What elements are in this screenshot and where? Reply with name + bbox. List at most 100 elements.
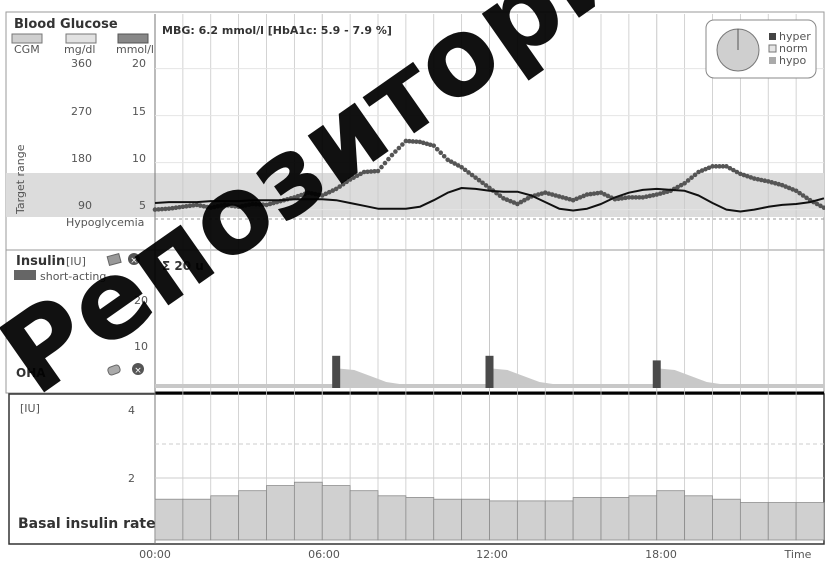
bg-point bbox=[501, 196, 506, 201]
bg-point bbox=[675, 184, 680, 190]
bg-point bbox=[814, 201, 820, 207]
basal-bar bbox=[544, 500, 574, 541]
bolus-bar bbox=[652, 360, 661, 388]
bg-point bbox=[365, 169, 370, 175]
bg-point bbox=[741, 172, 747, 178]
bg-point bbox=[689, 175, 694, 180]
bg-point bbox=[389, 152, 395, 158]
bg-point bbox=[438, 150, 444, 156]
bg-point bbox=[372, 168, 377, 174]
bg-point bbox=[166, 206, 172, 211]
bg-point bbox=[414, 139, 419, 144]
bg-point bbox=[518, 199, 524, 205]
bg-point bbox=[581, 193, 586, 199]
insulin-remove-icon[interactable]: × bbox=[128, 253, 140, 266]
bg-point bbox=[487, 185, 492, 191]
bg-point bbox=[602, 192, 607, 197]
bg-point bbox=[717, 164, 722, 169]
bg-point bbox=[218, 203, 224, 208]
bg-point bbox=[633, 195, 639, 200]
bg-point bbox=[563, 196, 569, 201]
bg-point bbox=[654, 192, 660, 197]
bg-point bbox=[511, 200, 517, 205]
basal-bar bbox=[210, 495, 240, 541]
bg-point bbox=[731, 167, 736, 173]
bg-point bbox=[410, 139, 416, 144]
bg-point bbox=[417, 139, 423, 145]
short-acting-label: short-acting bbox=[40, 270, 106, 283]
insulin-tick-10: 10 bbox=[134, 340, 148, 353]
bg-point bbox=[657, 191, 663, 196]
bg-point bbox=[713, 164, 719, 169]
bg-point bbox=[333, 186, 339, 192]
bg-point bbox=[180, 204, 186, 210]
bg-point bbox=[783, 184, 788, 189]
insulin-tick-20: 20 bbox=[134, 294, 148, 307]
basal-bar bbox=[712, 498, 741, 541]
mgdl-legend-swatch bbox=[65, 33, 97, 44]
bg-point bbox=[567, 196, 572, 202]
bg-point bbox=[194, 202, 200, 208]
bg-point bbox=[476, 177, 482, 183]
bg-point bbox=[201, 204, 207, 209]
bg-point bbox=[299, 192, 304, 198]
hyper-swatch bbox=[769, 33, 776, 40]
tick-mmol-10: 10 bbox=[132, 152, 146, 165]
basal-title: Basal insulin rate bbox=[18, 516, 156, 532]
tick-mgdl-180: 180 bbox=[71, 152, 92, 165]
bg-point bbox=[769, 180, 775, 185]
svg-text:×: × bbox=[134, 366, 142, 376]
bg-point bbox=[434, 146, 440, 152]
tick-mgdl-270: 270 bbox=[71, 105, 92, 118]
insulin-pen-icon[interactable] bbox=[106, 252, 122, 266]
bg-point bbox=[215, 204, 221, 209]
norm-swatch bbox=[768, 44, 777, 53]
bg-point bbox=[191, 203, 196, 208]
bg-point bbox=[637, 195, 642, 200]
basal-bar bbox=[238, 490, 267, 541]
bg-point bbox=[257, 202, 262, 207]
bg-point bbox=[504, 197, 510, 203]
bg-point bbox=[598, 190, 604, 195]
bg-point bbox=[208, 205, 214, 211]
basal-bar bbox=[628, 495, 658, 541]
bg-point bbox=[549, 192, 555, 197]
oha-pill-icon[interactable] bbox=[107, 364, 121, 376]
mgdl-unit-label: mg/dl bbox=[64, 43, 95, 56]
bg-point bbox=[302, 191, 308, 197]
bg-point bbox=[407, 138, 412, 144]
bg-point bbox=[229, 203, 234, 209]
basal-layer bbox=[154, 481, 825, 541]
bg-point bbox=[755, 176, 761, 182]
bg-point bbox=[560, 195, 565, 200]
bg-point bbox=[720, 164, 726, 169]
basal-bar bbox=[293, 481, 323, 541]
bg-point bbox=[556, 194, 562, 199]
bg-point bbox=[692, 172, 698, 178]
bg-point bbox=[187, 203, 193, 209]
bg-point bbox=[553, 193, 559, 198]
bg-point bbox=[170, 205, 175, 211]
basal-bar bbox=[767, 502, 797, 541]
bg-point bbox=[574, 196, 579, 202]
insulin-sum: Σ 20 u bbox=[162, 259, 204, 273]
bg-point bbox=[696, 169, 701, 175]
bg-point bbox=[821, 205, 825, 211]
bg-point bbox=[243, 203, 248, 208]
tick-mmol-15: 15 bbox=[132, 105, 146, 118]
bg-point bbox=[246, 202, 252, 207]
bg-point bbox=[724, 164, 729, 169]
oha-remove-icon[interactable]: × bbox=[132, 363, 144, 376]
bg-point bbox=[184, 204, 189, 209]
bg-point bbox=[706, 165, 712, 171]
bg-point bbox=[630, 195, 635, 200]
glucose-layer bbox=[152, 138, 825, 213]
bg-point bbox=[312, 191, 318, 197]
bg-point bbox=[427, 142, 433, 148]
oha-label: OHA bbox=[16, 366, 46, 380]
bg-point bbox=[710, 164, 715, 169]
bg-point bbox=[156, 207, 161, 212]
bg-point bbox=[647, 193, 653, 199]
bg-point bbox=[539, 191, 545, 196]
